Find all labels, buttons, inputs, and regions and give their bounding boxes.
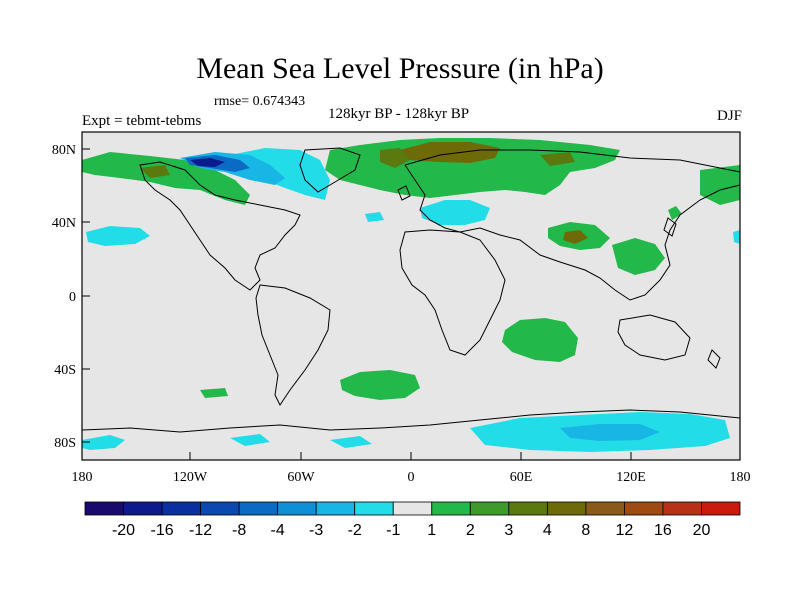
colorbar-label: 2 bbox=[466, 522, 475, 539]
patch-antarctic-blue bbox=[560, 424, 660, 441]
colorbar-label: -2 bbox=[348, 522, 362, 539]
colorbar-label: -3 bbox=[309, 522, 323, 539]
experiment-label: Expt = tebmt-tebms bbox=[82, 113, 202, 129]
colorbar-label: -1 bbox=[386, 522, 400, 539]
period-label: 128kyr BP - 128kyr BP bbox=[328, 106, 470, 122]
rmse-label: rmse= 0.674343 bbox=[214, 94, 306, 109]
colorbar-swatch bbox=[392, 501, 433, 516]
colorbar-label: -12 bbox=[189, 522, 212, 539]
coast-africa bbox=[399, 229, 506, 356]
coast-north-america bbox=[139, 161, 301, 291]
coast-japan bbox=[663, 217, 677, 237]
lon-label-120e: 120E bbox=[616, 470, 646, 485]
lat-label-40s: 40S bbox=[54, 363, 76, 378]
coast-south-america bbox=[255, 284, 331, 406]
lat-label-80n: 80N bbox=[52, 143, 76, 158]
lon-label-60e: 60E bbox=[510, 470, 533, 485]
colorbar-label: -20 bbox=[112, 522, 135, 539]
lat-label-40n: 40N bbox=[52, 216, 76, 231]
patch-small-atlantic-cyan bbox=[365, 212, 384, 222]
anomaly-positive-patches bbox=[82, 138, 740, 400]
lon-label-180e: 180 bbox=[730, 470, 751, 485]
colorbar-swatch bbox=[701, 501, 741, 516]
season-label: DJF bbox=[716, 108, 742, 124]
map-panel bbox=[81, 131, 741, 461]
colorbar-label: -4 bbox=[271, 522, 285, 539]
coast-greenland bbox=[299, 147, 361, 193]
colorbar-label: 4 bbox=[543, 522, 552, 539]
patch-north-pacific-cyan bbox=[86, 226, 150, 246]
patch-greenland-darkblue bbox=[190, 158, 225, 167]
lat-label-eq: 0 bbox=[69, 290, 76, 305]
colorbar: -20 -16 -12 -8 -4 -3 -2 -1 1 2 3 4 8 12 16 20 bbox=[84, 501, 741, 539]
lon-label-180w: 180 bbox=[72, 470, 93, 485]
patch-arctic-olive bbox=[140, 165, 170, 178]
colorbar-swatch bbox=[84, 501, 124, 516]
patch-west-pacific bbox=[668, 206, 682, 220]
colorbar-swatch bbox=[546, 501, 587, 516]
patch-europe-cyan bbox=[420, 200, 490, 225]
colorbar-label: 3 bbox=[504, 522, 513, 539]
anomaly-negative-patches bbox=[82, 148, 740, 452]
coast-uk bbox=[397, 185, 411, 201]
patch-indian-ocean bbox=[502, 318, 578, 362]
coast-australia bbox=[617, 314, 691, 361]
colorbar-swatch bbox=[161, 501, 201, 516]
colorbar-label: -16 bbox=[150, 522, 173, 539]
patch-south-atlantic bbox=[340, 370, 420, 400]
patch-east-pacific-cyan bbox=[733, 230, 740, 244]
colorbar-label: 8 bbox=[581, 522, 590, 539]
colorbar-swatch bbox=[469, 501, 510, 516]
colorbar-label: -8 bbox=[232, 522, 246, 539]
colorbar-swatch bbox=[662, 501, 702, 516]
colorbar-swatch bbox=[624, 501, 664, 516]
coast-new-zealand bbox=[707, 349, 721, 369]
patch-antarctic-mid2-cyan bbox=[330, 436, 372, 448]
lat-label-80s: 80S bbox=[54, 436, 76, 451]
patch-small-sw bbox=[200, 388, 228, 398]
anomaly-strong-positive-patches bbox=[140, 142, 588, 244]
lon-label-120w: 120W bbox=[173, 470, 208, 485]
axis-ticks bbox=[82, 148, 632, 460]
patch-north-america-arctic bbox=[82, 152, 250, 205]
colorbar-swatch bbox=[200, 501, 240, 516]
colorbar-swatch bbox=[585, 501, 625, 516]
coastlines bbox=[81, 147, 741, 433]
patch-east-asia bbox=[612, 238, 665, 275]
lat-labels: 80N 40N 0 40S 80S bbox=[52, 143, 76, 451]
colorbar-label: 1 bbox=[427, 522, 436, 539]
coast-antarctica bbox=[81, 409, 741, 433]
colorbar-label: 16 bbox=[654, 522, 672, 539]
colorbar-swatch bbox=[277, 501, 317, 516]
colorbar-label: 20 bbox=[693, 522, 711, 539]
lon-label-0: 0 bbox=[408, 470, 415, 485]
colorbar-swatch bbox=[508, 501, 548, 516]
colorbar-swatch bbox=[238, 501, 279, 516]
map-title: Mean Sea Level Pressure (in hPa) bbox=[196, 52, 604, 85]
lon-labels: 180 120W 60W 0 60E 120E 180 bbox=[72, 470, 751, 485]
colorbar-swatch bbox=[315, 501, 356, 516]
patch-siberia-olive bbox=[380, 148, 410, 168]
colorbar-label: 12 bbox=[616, 522, 634, 539]
patch-far-east-olive bbox=[540, 152, 575, 166]
colorbar-swatch bbox=[354, 501, 394, 516]
patch-caspian-brown bbox=[563, 230, 588, 244]
lon-label-60w: 60W bbox=[287, 470, 315, 485]
patch-siberia-brown bbox=[400, 142, 500, 163]
colorbar-swatch bbox=[431, 501, 471, 516]
colorbar-swatch bbox=[123, 501, 163, 516]
coast-eurasia bbox=[404, 149, 741, 301]
patch-antarctic-west-cyan bbox=[82, 435, 125, 450]
patch-antarctic-mid-cyan bbox=[230, 434, 270, 446]
